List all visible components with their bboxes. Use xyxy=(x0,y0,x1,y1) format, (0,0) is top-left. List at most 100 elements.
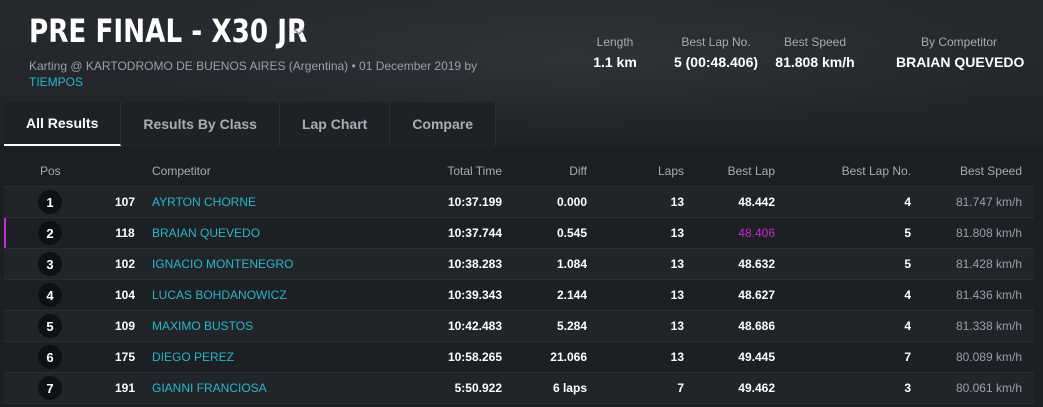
results-table: Pos Competitor Total Time Diff Laps Best… xyxy=(4,156,1034,404)
stat-best-lap-no: Best Lap No. 5 (00:48.406) xyxy=(664,34,768,72)
total-time: 10:37.199 xyxy=(447,195,502,209)
table-row[interactable]: 3 102 IGNACIO MONTENEGRO 10:38.283 1.084 13 48… xyxy=(4,249,1034,280)
table-row[interactable]: 2 118 BRAIAN QUEVEDO 10:37.744 0.545 13 48.406… xyxy=(4,218,1034,249)
competitor-link[interactable]: LUCAS BOHDANOWICZ xyxy=(152,288,287,302)
header-best-speed[interactable]: Best Speed xyxy=(959,164,1022,178)
position-badge: 6 xyxy=(38,345,62,369)
position-badge: 7 xyxy=(38,376,62,400)
tab-lap-chart[interactable]: Lap Chart xyxy=(280,102,391,146)
position-badge: 2 xyxy=(38,221,62,245)
header-total-time[interactable]: Total Time xyxy=(447,164,502,178)
total-time: 10:42.483 xyxy=(447,319,502,333)
table-row[interactable]: 6 175 DIEGO PEREZ 10:58.265 21.066 13 49.445 7 8… xyxy=(4,342,1034,373)
stat-best-speed: Best Speed 81.808 km/h xyxy=(770,34,860,72)
best-lap: 49.445 xyxy=(738,350,775,364)
laps: 13 xyxy=(670,226,684,240)
competitor-link[interactable]: GIANNI FRANCIOSA xyxy=(152,381,267,395)
tab-label: All Results xyxy=(26,115,99,131)
best-lap: 48.632 xyxy=(738,257,775,271)
page-title: PRE FINAL - X30 JR xyxy=(29,12,308,50)
kart-number: 104 xyxy=(114,288,136,302)
best-speed: 81.436 km/h xyxy=(955,288,1022,302)
competitor-link[interactable]: DIEGO PEREZ xyxy=(152,350,235,364)
tab-label: Results By Class xyxy=(143,116,257,132)
tab-compare[interactable]: Compare xyxy=(390,102,496,146)
stat-label: Length xyxy=(596,35,634,49)
header-best-lap[interactable]: Best Lap xyxy=(727,164,775,178)
laps: 13 xyxy=(670,350,684,364)
best-lap: 48.627 xyxy=(738,288,775,302)
diff: 0.000 xyxy=(556,195,587,209)
total-time: 10:37.744 xyxy=(447,226,502,240)
competitor-link[interactable]: MAXIMO BUSTOS xyxy=(152,319,254,333)
best-lap: 48.686 xyxy=(738,319,775,333)
event-details: Karting @ KARTODROMO DE BUENOS AIRES (Ar… xyxy=(29,59,478,73)
position-cell: 4 xyxy=(4,283,98,307)
position-badge: 3 xyxy=(38,252,62,276)
position-cell: 3 xyxy=(4,252,98,276)
header-competitor[interactable]: Competitor xyxy=(152,164,211,178)
best-speed: 81.747 km/h xyxy=(955,195,1022,209)
competitor-link[interactable]: AYRTON CHORNE xyxy=(152,195,257,209)
stat-by-competitor: By Competitor BRAIAN QUEVEDO xyxy=(896,34,1025,72)
diff: 5.284 xyxy=(556,319,587,333)
stat-label: Best Speed xyxy=(783,35,847,49)
stat-value: 5 (00:48.406) xyxy=(673,54,759,70)
position-badge: 5 xyxy=(38,314,62,338)
laps: 7 xyxy=(677,381,684,395)
diff: 0.545 xyxy=(556,226,587,240)
stat-label: Best Lap No. xyxy=(681,35,751,49)
stat-value: 81.808 km/h xyxy=(775,54,855,70)
position-cell: 7 xyxy=(4,376,98,400)
chevron-down-icon[interactable] xyxy=(291,24,307,40)
best-lap-no: 4 xyxy=(904,288,911,302)
best-speed: 81.338 km/h xyxy=(955,319,1022,333)
laps: 13 xyxy=(670,257,684,271)
total-time: 5:50.922 xyxy=(454,381,502,395)
competitor-link[interactable]: IGNACIO MONTENEGRO xyxy=(152,257,294,271)
diff: 6 laps xyxy=(552,381,587,395)
best-speed: 81.428 km/h xyxy=(955,257,1022,271)
laps: 13 xyxy=(670,319,684,333)
laps: 13 xyxy=(670,288,684,302)
diff: 1.084 xyxy=(556,257,587,271)
total-time: 10:39.343 xyxy=(447,288,502,302)
best-speed: 80.061 km/h xyxy=(955,381,1022,395)
header-laps[interactable]: Laps xyxy=(657,164,684,178)
stat-value: 1.1 km xyxy=(593,54,637,70)
table-header: Pos Competitor Total Time Diff Laps Best… xyxy=(4,156,1034,187)
table-row[interactable]: 7 191 GIANNI FRANCIOSA 5:50.922 6 laps 7 49.46… xyxy=(4,373,1034,404)
position-cell: 6 xyxy=(4,345,98,369)
best-lap-no: 5 xyxy=(904,226,911,240)
tab-results-by-class[interactable]: Results By Class xyxy=(121,102,280,146)
organizer-link[interactable]: TIEMPOS xyxy=(29,75,84,89)
best-lap: 49.462 xyxy=(738,381,775,395)
header-pos[interactable]: Pos xyxy=(40,164,61,178)
kart-number: 191 xyxy=(114,381,136,395)
table-row[interactable]: 4 104 LUCAS BOHDANOWICZ 10:39.343 2.144 13 48.… xyxy=(4,280,1034,311)
stat-value: BRAIAN QUEVEDO xyxy=(896,54,1025,70)
position-badge: 1 xyxy=(38,190,62,214)
header-diff[interactable]: Diff xyxy=(569,164,587,178)
tab-all-results[interactable]: All Results xyxy=(4,102,122,146)
best-lap-no: 7 xyxy=(904,350,911,364)
best-lap-no: 5 xyxy=(904,257,911,271)
best-lap-no: 4 xyxy=(904,195,911,209)
event-subtitle: Karting @ KARTODROMO DE BUENOS AIRES (Ar… xyxy=(29,58,509,90)
kart-number: 102 xyxy=(114,257,136,271)
table-row[interactable]: 5 109 MAXIMO BUSTOS 10:42.483 5.284 13 48.686 4… xyxy=(4,311,1034,342)
table-row[interactable]: 1 107 AYRTON CHORNE 10:37.199 0.000 13 48.442 4… xyxy=(4,187,1034,218)
tab-label: Compare xyxy=(412,116,473,132)
title-wrap: PRE FINAL - X30 JR xyxy=(29,12,368,50)
table-body: 1 107 AYRTON CHORNE 10:37.199 0.000 13 48.442 4… xyxy=(4,187,1034,404)
header-best-lap-no[interactable]: Best Lap No. xyxy=(841,164,911,178)
best-lap-no: 3 xyxy=(904,381,911,395)
best-speed: 81.808 km/h xyxy=(955,226,1022,240)
stat-label: By Competitor xyxy=(920,35,998,49)
competitor-link[interactable]: BRAIAN QUEVEDO xyxy=(152,226,261,240)
best-speed: 80.089 km/h xyxy=(955,350,1022,364)
kart-number: 175 xyxy=(114,350,136,364)
position-badge: 4 xyxy=(38,283,62,307)
best-lap: 48.442 xyxy=(738,195,775,209)
best-lap-no: 4 xyxy=(904,319,911,333)
